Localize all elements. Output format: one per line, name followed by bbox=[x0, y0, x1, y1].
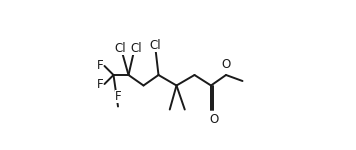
Text: Cl: Cl bbox=[130, 42, 142, 55]
Text: Cl: Cl bbox=[150, 39, 161, 52]
Text: O: O bbox=[221, 57, 231, 70]
Text: F: F bbox=[96, 60, 103, 72]
Text: Cl: Cl bbox=[114, 42, 126, 55]
Text: O: O bbox=[209, 113, 218, 126]
Text: F: F bbox=[96, 78, 103, 90]
Text: F: F bbox=[115, 90, 121, 103]
